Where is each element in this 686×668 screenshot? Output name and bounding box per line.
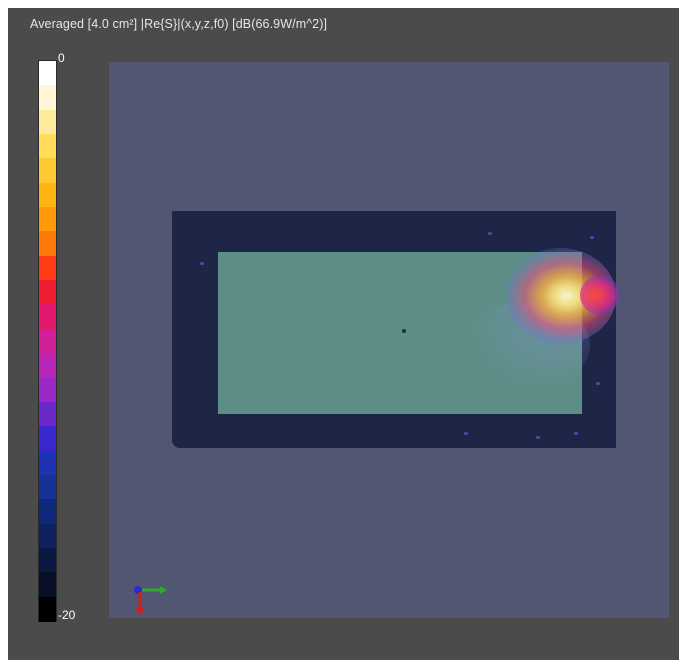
colorbar-segment [39,401,56,428]
field-speck [596,382,600,385]
colorbar-segment [39,426,56,452]
axes-triad-icon [134,586,167,616]
field-speck [574,432,578,435]
colorbar-segment [39,304,56,330]
colorbar-segment [39,499,56,525]
field-speck [488,232,492,235]
field-speck [464,432,468,435]
colorbar-segment [39,280,56,306]
colorbar-max-label: 0 [58,51,65,65]
colorbar-segment [39,207,56,233]
feed-point-marker [402,329,406,333]
colorbar-segment [39,596,56,623]
colorbar-segment [39,109,56,136]
field-speck [590,236,594,239]
colorbar-legend [38,60,57,623]
colorbar-segment [39,158,56,184]
colorbar-segment [39,134,56,160]
colorbar-segment [39,231,56,257]
colorbar-segment [39,572,56,598]
colorbar-min-label: -20 [58,608,76,622]
colorbar-segment [39,523,56,550]
field-speck [536,436,540,439]
colorbar-segment [39,474,56,501]
colorbar-segment [39,353,56,379]
colorbar-segment [39,377,56,403]
colorbar-segment [39,61,56,87]
colorbar-segment [39,255,56,282]
field-speck [200,262,204,265]
colorbar-segment [39,450,56,477]
colorbar-segment [39,182,56,209]
field-hotspot-edge [580,275,620,315]
colorbar-segment [39,328,56,355]
colorbar-segment [39,547,56,574]
colorbar-segment [39,85,56,111]
field-quantity-title: Averaged [4.0 cm²] |Re{S}|(x,y,z,f0) [dB… [30,17,328,31]
